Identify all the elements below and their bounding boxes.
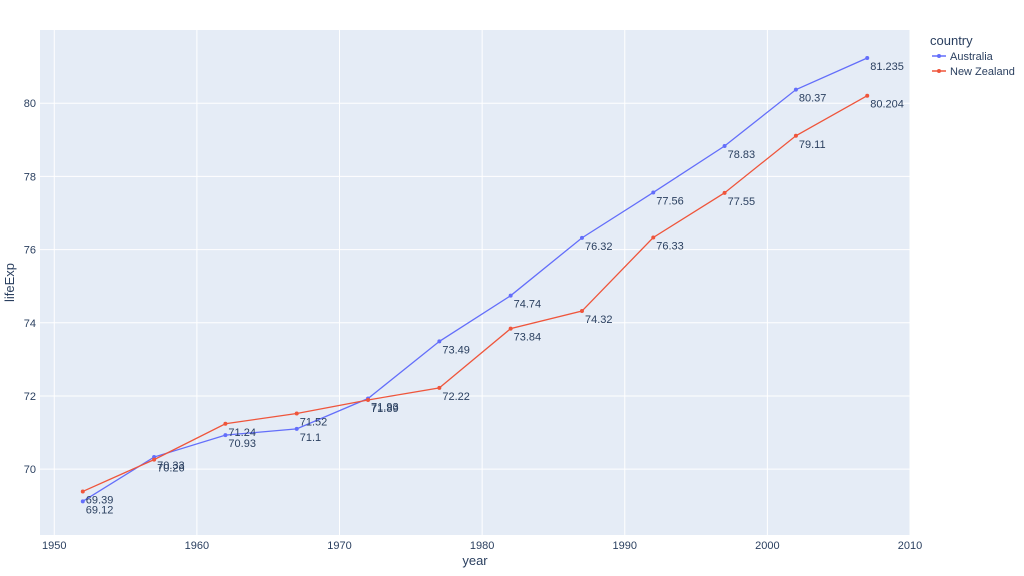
data-label: 74.74 — [514, 299, 542, 311]
data-label: 76.32 — [585, 241, 613, 253]
data-label: 81.235 — [870, 61, 904, 73]
data-label: 76.33 — [656, 240, 684, 252]
legend-label[interactable]: New Zealand — [950, 66, 1015, 78]
y-tick-label: 72 — [24, 391, 36, 403]
x-tick-label: 1980 — [470, 540, 494, 552]
x-axis-title: year — [462, 553, 488, 568]
data-labels: 69.12 70.33 70.93 71.1 71.93 73.49 74.74 76.32 7… — [86, 61, 904, 516]
data-label: 70.93 — [228, 438, 256, 450]
data-point[interactable] — [579, 235, 584, 240]
data-point[interactable] — [865, 93, 870, 98]
y-axis-ticks: 70 72 74 76 78 80 — [24, 98, 36, 476]
data-label: 71.24 — [228, 427, 256, 439]
data-label: 80.204 — [870, 99, 904, 111]
legend-items[interactable]: Australia New Zealand — [932, 51, 1015, 78]
legend[interactable]: country Australia New Zealand — [930, 33, 1015, 78]
data-point[interactable] — [223, 421, 228, 426]
y-tick-label: 70 — [24, 464, 36, 476]
data-label: 74.32 — [585, 314, 613, 326]
series-group — [80, 55, 870, 504]
data-label: 78.83 — [728, 149, 756, 161]
data-label: 79.11 — [799, 139, 826, 151]
x-tick-label: 1970 — [327, 540, 351, 552]
data-point[interactable] — [865, 55, 870, 60]
data-label: 71.52 — [300, 417, 328, 429]
series-line-australia — [82, 57, 868, 502]
x-tick-label: 1960 — [185, 540, 209, 552]
data-label: 71.93 — [371, 402, 399, 414]
data-label: 80.37 — [799, 93, 827, 105]
data-point[interactable] — [508, 326, 513, 331]
data-label: 70.26 — [157, 463, 185, 475]
data-point[interactable] — [294, 426, 299, 431]
data-point[interactable] — [80, 489, 85, 494]
legend-label[interactable]: Australia — [950, 51, 994, 63]
data-label: 71.1 — [300, 432, 321, 444]
legend-title: country — [930, 33, 973, 48]
data-label: 77.55 — [728, 196, 756, 208]
data-label: 73.84 — [514, 332, 542, 344]
data-point[interactable] — [223, 433, 228, 438]
data-point[interactable] — [722, 144, 727, 149]
y-tick-label: 80 — [24, 98, 36, 110]
x-tick-label: 1990 — [613, 540, 637, 552]
data-point[interactable] — [651, 235, 656, 240]
data-point[interactable] — [366, 397, 371, 402]
data-point[interactable] — [152, 457, 157, 462]
y-tick-label: 74 — [24, 318, 36, 330]
data-label: 73.49 — [442, 344, 470, 356]
legend-marker — [937, 69, 941, 73]
data-label: 72.22 — [442, 391, 470, 403]
y-tick-label: 76 — [24, 245, 36, 257]
data-point[interactable] — [651, 190, 656, 195]
series-line-new-zealand — [82, 95, 868, 493]
y-axis-title: lifeExp — [2, 263, 17, 302]
data-label: 77.56 — [656, 195, 684, 207]
data-label: 69.12 — [86, 504, 114, 516]
data-label: 69.39 — [86, 494, 114, 506]
data-point[interactable] — [437, 339, 442, 344]
data-point[interactable] — [437, 385, 442, 390]
gridlines — [40, 30, 911, 535]
x-tick-label: 1950 — [42, 540, 66, 552]
data-point[interactable] — [722, 190, 727, 195]
data-point[interactable] — [508, 293, 513, 298]
legend-marker — [937, 54, 941, 58]
data-point[interactable] — [80, 499, 85, 504]
x-tick-label: 2010 — [898, 540, 922, 552]
data-point[interactable] — [294, 411, 299, 416]
x-tick-label: 2000 — [755, 540, 779, 552]
x-axis-ticks: 1950 1960 1970 1980 1990 2000 2010 — [42, 540, 922, 552]
data-label: 70.33 — [157, 460, 185, 472]
y-tick-label: 78 — [24, 171, 36, 183]
data-label: 71.89 — [371, 403, 399, 415]
data-point[interactable] — [579, 309, 584, 314]
data-point[interactable] — [793, 133, 798, 138]
data-point[interactable] — [793, 87, 798, 92]
